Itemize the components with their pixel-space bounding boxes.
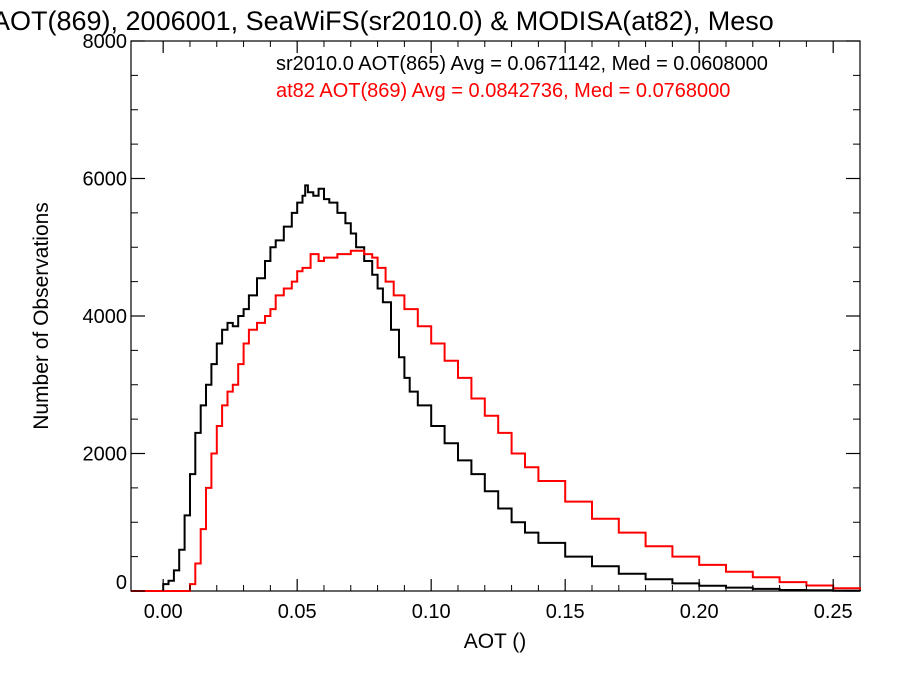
y-axis-title: Number of Observations — [30, 202, 53, 430]
y-tick-label: 6000 — [83, 169, 128, 191]
x-tick-label: 0.05 — [278, 601, 317, 623]
series-line-0 — [152, 184, 861, 592]
series-layer — [131, 184, 861, 592]
x-tick-label: 0.25 — [814, 601, 853, 623]
series-line-1 — [131, 249, 861, 592]
y-tick-label: 2000 — [83, 444, 128, 466]
annotation-red: at82 AOT(869) Avg = 0.0842736, Med = 0.0… — [276, 80, 730, 102]
x-tick-label: 0.15 — [546, 601, 585, 623]
x-tick-label: 0.00 — [144, 601, 183, 623]
x-tick-label: 0.20 — [680, 601, 719, 623]
x-tick-label: 0.10 — [412, 601, 451, 623]
y-tick-label: 8000 — [83, 31, 128, 53]
chart-title: AOT(869), 2006001, SeaWiFS(sr2010.0) & M… — [0, 6, 774, 36]
annotation-black: sr2010.0 AOT(865) Avg = 0.0671142, Med =… — [276, 53, 768, 75]
y-tick-label: 4000 — [83, 306, 128, 328]
tick-layer: 0.00 0.05 0.10 0.15 0.20 0.25 0 2000 4000 6000 800… — [83, 31, 860, 623]
x-axis-title: AOT () — [464, 630, 527, 653]
y-tick-label: 0 — [116, 572, 127, 594]
